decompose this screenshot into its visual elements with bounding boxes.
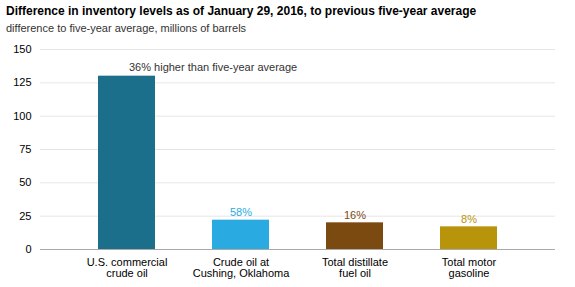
svg-text:8%: 8% — [461, 213, 477, 225]
svg-text:0: 0 — [25, 243, 31, 255]
svg-text:50: 50 — [19, 176, 31, 188]
svg-text:25: 25 — [19, 210, 31, 222]
svg-text:Total motorgasoline: Total motorgasoline — [442, 256, 497, 279]
svg-text:75: 75 — [19, 143, 31, 155]
html-text:Difference in inventory levels: Difference in inventory levels as of Jan… — [6, 4, 477, 18]
svg-text:36% higher than five-year aver: 36% higher than five-year average — [129, 61, 297, 73]
svg-text:U.S. commercialcrude oil: U.S. commercialcrude oil — [87, 256, 168, 279]
svg-text:Crude oil atCushing, Oklahoma: Crude oil atCushing, Oklahoma — [193, 256, 290, 279]
svg-text:58%: 58% — [230, 206, 252, 218]
svg-text:Total distillatefuel oil: Total distillatefuel oil — [322, 256, 388, 279]
html-text:difference to five-year averag: difference to five-year average, million… — [6, 22, 247, 34]
svg-text:150: 150 — [13, 43, 31, 55]
svg-text:125: 125 — [13, 76, 31, 88]
svg-text:100: 100 — [13, 110, 31, 122]
svg-text:16%: 16% — [344, 209, 366, 221]
